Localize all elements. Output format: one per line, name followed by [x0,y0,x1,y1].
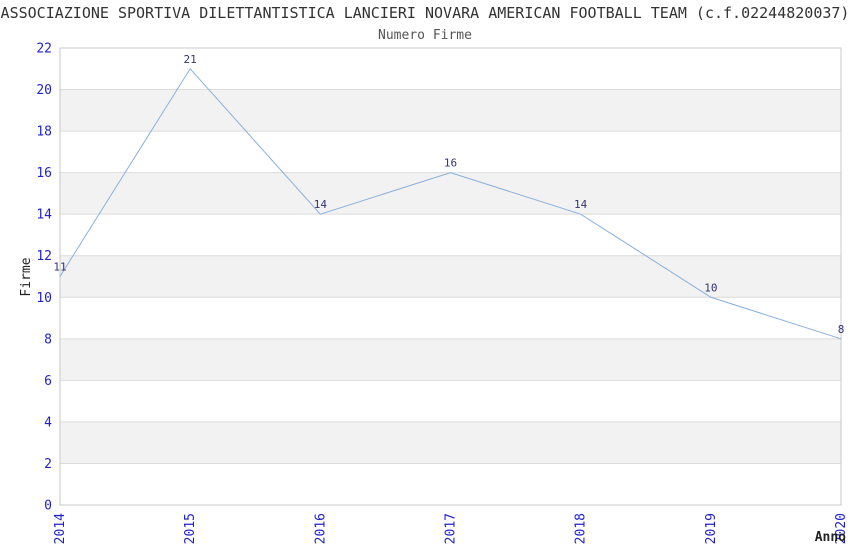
y-tick-label: 4 [44,415,52,430]
data-label: 21 [184,53,197,66]
y-axis-title: Firme [19,257,34,296]
chart-title: ASSOCIAZIONE SPORTIVA DILETTANTISTICA LA… [0,4,850,22]
x-tick-label: 2019 [704,513,719,544]
y-tick-label: 2 [44,457,52,472]
data-label: 14 [314,198,328,211]
y-tick-label: 12 [36,249,52,264]
plot-band [60,421,841,464]
y-tick-label: 22 [36,42,52,57]
data-label: 16 [444,157,457,170]
y-tick-label: 18 [36,125,52,140]
y-tick-label: 20 [36,83,52,98]
series-line [59,67,842,340]
y-tick-label: 6 [44,374,52,389]
x-axis-title: Anno [815,530,846,545]
x-tick-label: 2018 [574,513,589,544]
x-tick-label: 2017 [444,513,459,544]
y-tick-label: 16 [36,166,52,181]
plot-band [60,172,841,215]
plot-band [60,89,841,132]
chart-subtitle: Numero Firme [378,28,472,43]
y-tick-label: 10 [36,291,52,306]
plot-band [60,338,841,381]
plot-band [60,255,841,298]
y-tick-label: 8 [44,332,52,347]
data-label: 11 [53,261,66,274]
data-label: 8 [838,323,845,336]
x-tick-label: 2020 [834,513,849,544]
x-tick-label: 2016 [313,513,328,544]
x-tick-label: 2014 [53,513,68,544]
y-tick-label: 0 [44,499,52,514]
data-label: 14 [574,198,588,211]
y-tick-label: 14 [36,208,52,223]
data-label: 10 [704,281,717,294]
x-tick-label: 2015 [183,513,198,544]
